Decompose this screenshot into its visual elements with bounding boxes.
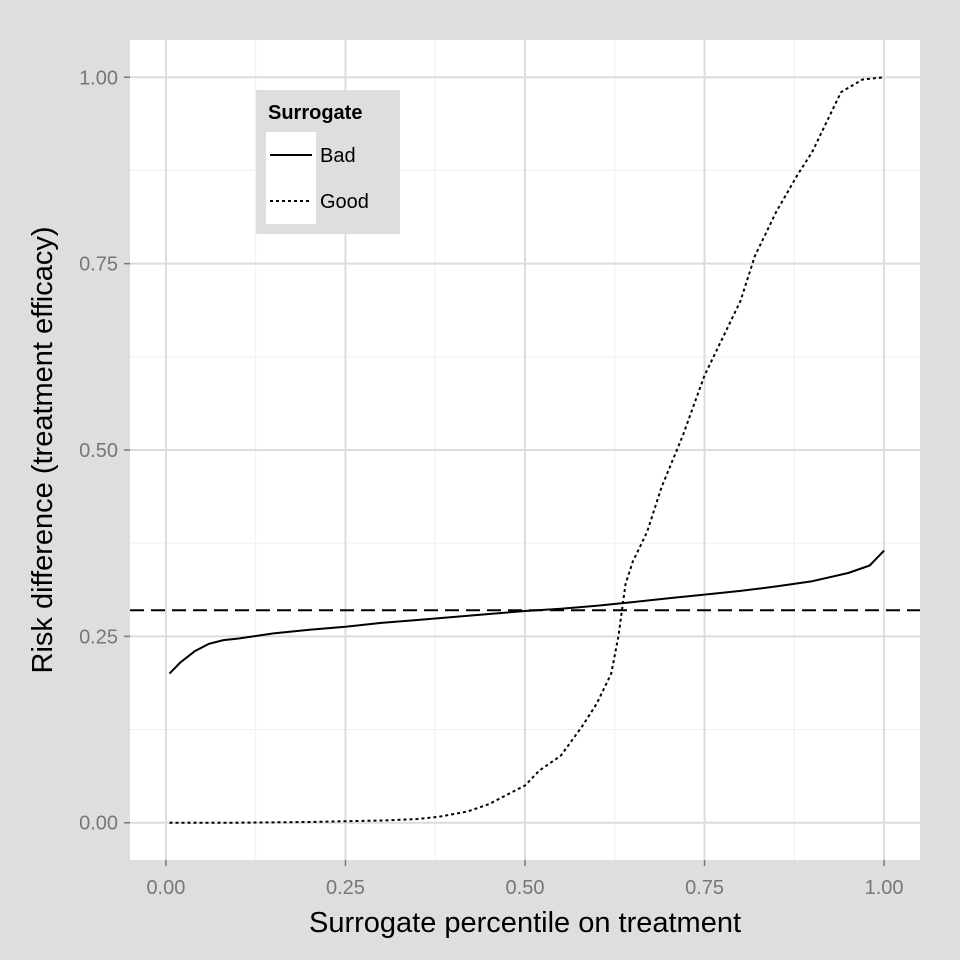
x-tick-label: 0.50 [506, 877, 545, 899]
legend-label-bad: Bad [320, 145, 356, 167]
x-tick-label: 0.75 [685, 877, 724, 899]
x-axis-ticks: 0.00 0.25 0.50 0.75 1.00 [146, 860, 904, 899]
x-tick-label: 1.00 [865, 877, 904, 899]
legend: Surrogate Bad Good [256, 90, 400, 234]
x-tick-label: 0.00 [146, 877, 185, 899]
legend-title: Surrogate [268, 102, 362, 124]
x-tick-label: 0.25 [326, 877, 365, 899]
x-axis-title: Surrogate percentile on treatment [309, 907, 741, 939]
y-axis-ticks: 0.00 0.25 0.50 0.75 1.00 [79, 67, 130, 835]
y-axis-title: Risk difference (treatment efficacy) [27, 227, 59, 674]
legend-label-good: Good [320, 191, 369, 213]
series-line-bad [168, 549, 885, 675]
y-tick-label: 0.00 [79, 813, 118, 835]
y-tick-label: 0.75 [79, 254, 118, 276]
y-tick-label: 1.00 [79, 67, 118, 89]
series-line-good [169, 76, 885, 824]
y-tick-label: 0.50 [79, 440, 118, 462]
major-gridlines [130, 40, 920, 860]
series-layer [168, 76, 885, 824]
y-tick-label: 0.25 [79, 626, 118, 648]
